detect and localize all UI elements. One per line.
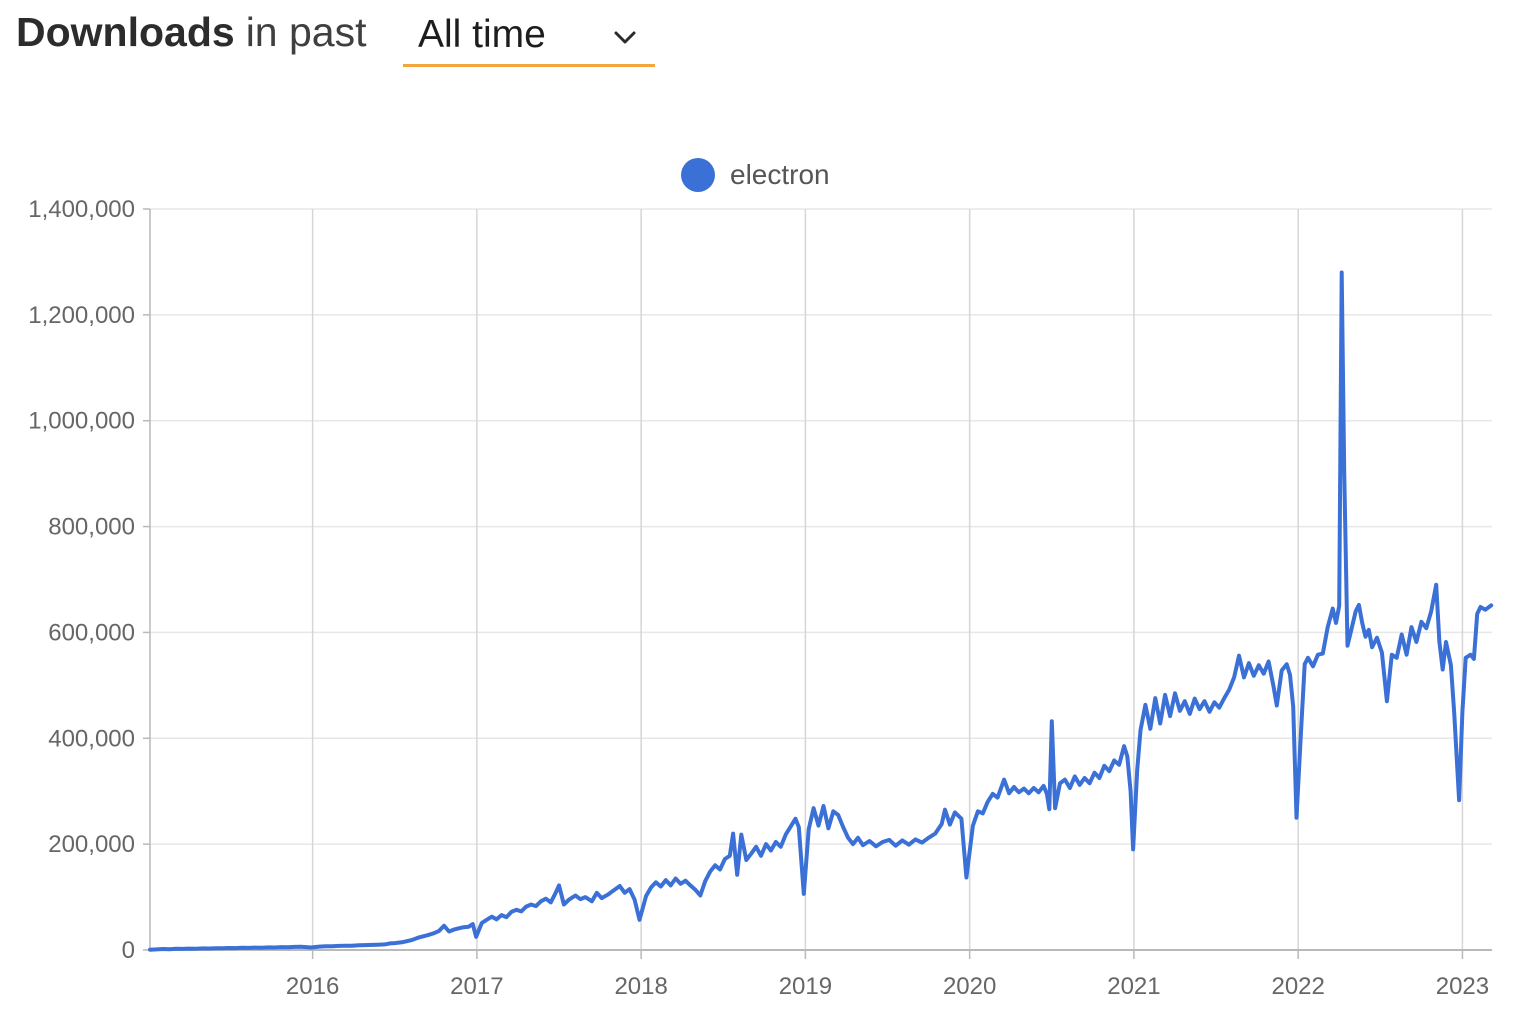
y-axis-label: 1,200,000	[28, 302, 135, 329]
electron-legend-label: electron	[730, 159, 830, 190]
x-axis-label: 2016	[286, 973, 339, 1000]
series-line-electron[interactable]	[148, 270, 1494, 952]
y-axis-label: 800,000	[48, 514, 135, 541]
x-axis-label: 2023	[1436, 973, 1489, 1000]
x-axis-label: 2019	[779, 973, 832, 1000]
y-axis-label: 400,000	[48, 725, 135, 752]
page-title: Downloads in past	[16, 8, 367, 56]
y-axis-label: 0	[122, 937, 135, 964]
x-axis-label: 2017	[450, 973, 503, 1000]
x-axis-label: 2020	[943, 973, 996, 1000]
x-axis-label: 2018	[614, 973, 667, 1000]
y-axis-label: 1,400,000	[28, 196, 135, 223]
chart-legend: electron	[681, 158, 830, 192]
time-range-dropdown[interactable]: All time	[403, 6, 655, 67]
x-axis-label: 2022	[1271, 973, 1324, 1000]
y-axis-label: 1,000,000	[28, 408, 135, 435]
x-axis-label: 2021	[1107, 973, 1160, 1000]
y-axis-label: 600,000	[48, 619, 135, 646]
time-range-value: All time	[418, 13, 546, 56]
y-axis-label: 200,000	[48, 831, 135, 858]
title-downloads: Downloads	[16, 9, 235, 55]
title-in-past: in past	[245, 9, 367, 55]
electron-legend-marker	[681, 158, 715, 192]
chevron-down-icon	[614, 31, 636, 44]
